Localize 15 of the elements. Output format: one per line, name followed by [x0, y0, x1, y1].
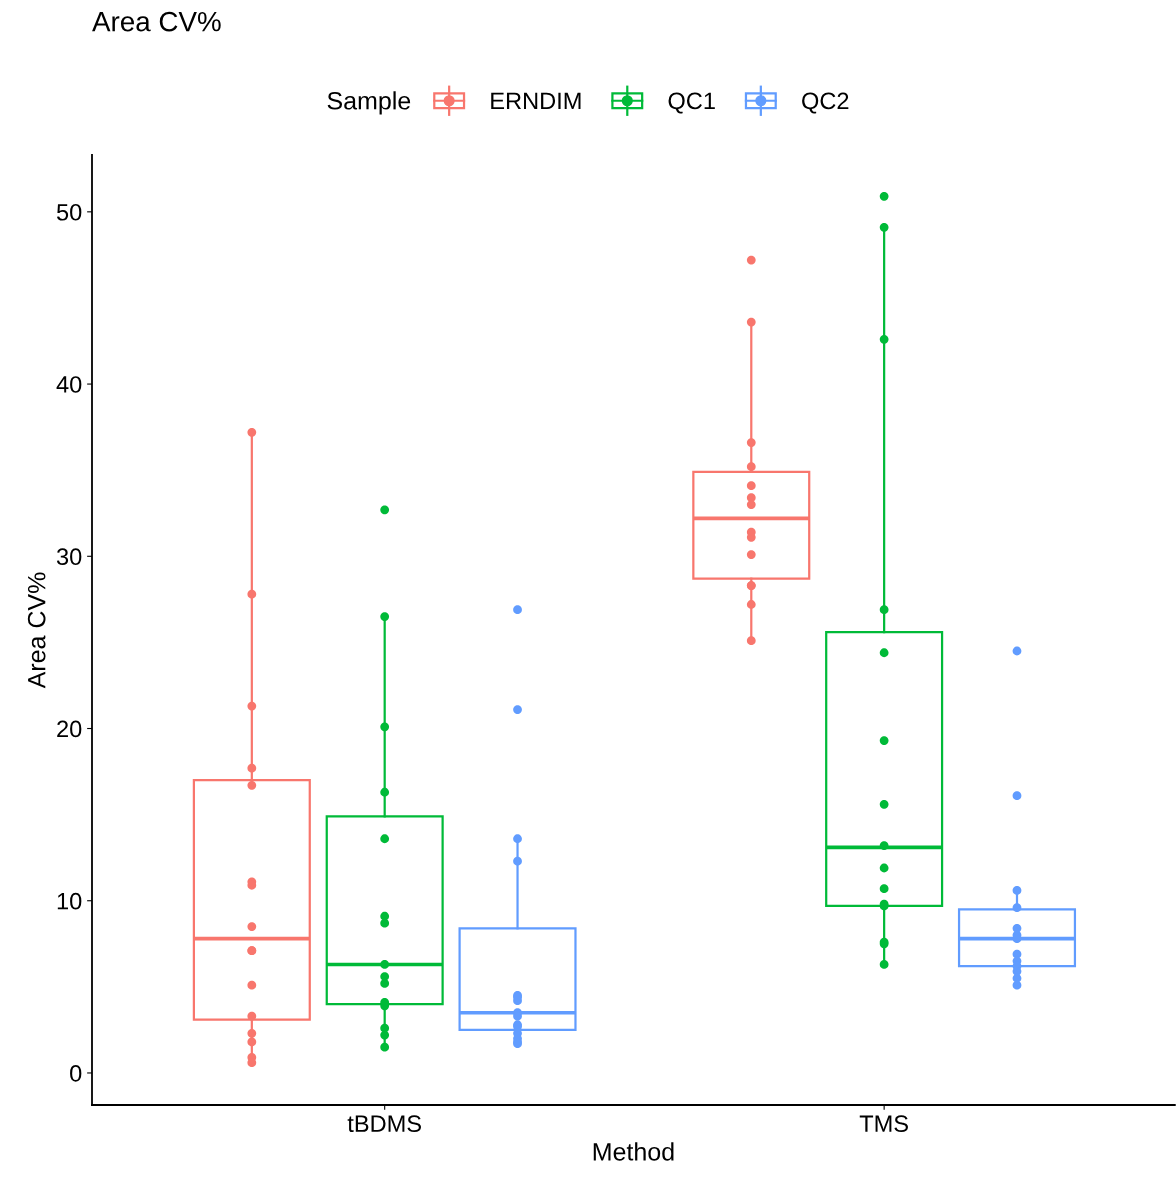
y-tick-label: 50: [56, 203, 82, 221]
y-tick-label: 30: [56, 548, 82, 566]
x-axis-title: Method: [593, 1142, 674, 1161]
text: Area CV%: [27, 572, 46, 689]
y-axis-title: Area CV%: [92, 11, 221, 32]
y-tick-label: 20: [57, 720, 82, 738]
y-tick-label: 40: [56, 376, 82, 393]
legend-label: ERNDIM: [491, 92, 581, 110]
legend-label: QC1: [668, 92, 715, 114]
y-tick-label: 0: [70, 1065, 82, 1082]
x-tick-label: TMS: [859, 1115, 908, 1133]
legend-label: QC2: [802, 92, 849, 114]
x-tick-label: tBDMS: [347, 1115, 421, 1133]
y-tick-label: 10: [57, 892, 82, 910]
legend-title: Sample: [327, 91, 411, 115]
